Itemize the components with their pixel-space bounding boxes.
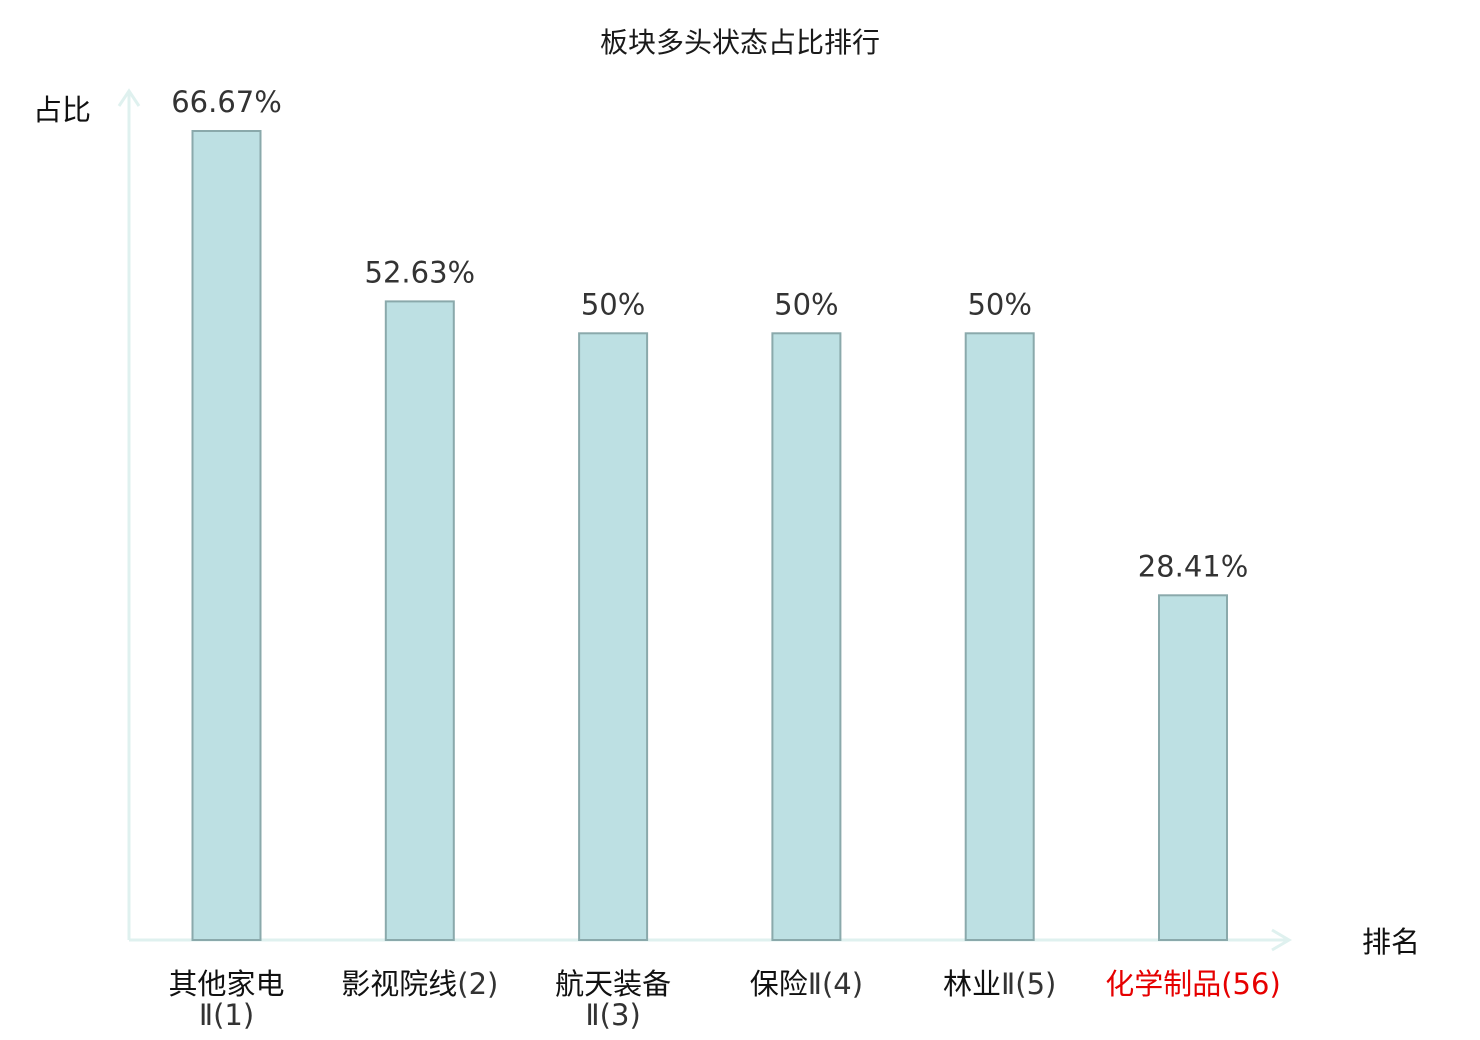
y-axis-arrow — [117, 88, 141, 107]
value-labels-group: 66.67% 52.63% 50% 50% 50% 28.41% — [171, 85, 1248, 583]
bar-5 — [964, 332, 1035, 941]
axes — [117, 88, 1292, 952]
value-label-6: 28.41% — [1138, 549, 1249, 583]
value-label-1: 66.67% — [171, 85, 282, 119]
category-rank-3: Ⅱ(3) — [585, 998, 640, 1032]
chart-title: 板块多头状态占比排行 — [600, 26, 880, 59]
category-label-5: 林业Ⅱ(5) — [943, 967, 1056, 1001]
category-rank-1: Ⅱ(1) — [199, 998, 254, 1032]
category-name-4: 保险 — [750, 967, 808, 1001]
category-rank-2: (2) — [457, 967, 498, 1001]
bar-2 — [384, 300, 455, 941]
category-label-6: 化学制品(56) — [1105, 967, 1281, 1001]
bar-4 — [771, 332, 842, 941]
value-label-3: 50% — [581, 287, 645, 321]
x-axis-title: 排名 — [1362, 925, 1420, 959]
category-name-6: 化学制品 — [1105, 967, 1221, 1001]
x-axis-arrow — [1271, 928, 1292, 952]
category-name-5: 林业 — [943, 967, 1001, 1001]
bar-1 — [191, 130, 262, 941]
y-axis-title: 占比 — [33, 93, 91, 127]
category-label-2: 影视院线(2) — [341, 967, 498, 1001]
category-rank-5: Ⅱ(5) — [1001, 967, 1056, 1001]
value-label-4: 50% — [774, 287, 838, 321]
value-label-2: 52.63% — [365, 255, 476, 289]
category-rank-6: (56) — [1221, 967, 1281, 1001]
bar-6 — [1158, 594, 1228, 941]
category-name-1: 其他家电 — [168, 967, 284, 1001]
value-label-5: 50% — [967, 287, 1031, 321]
category-label-4: 保险Ⅱ(4) — [750, 967, 863, 1001]
category-name-2: 影视院线 — [341, 967, 457, 1001]
category-name-3: 航天装备 — [555, 967, 671, 1001]
bar-3 — [578, 332, 649, 941]
bars-group — [191, 130, 1228, 941]
category-rank-4: Ⅱ(4) — [808, 967, 863, 1001]
